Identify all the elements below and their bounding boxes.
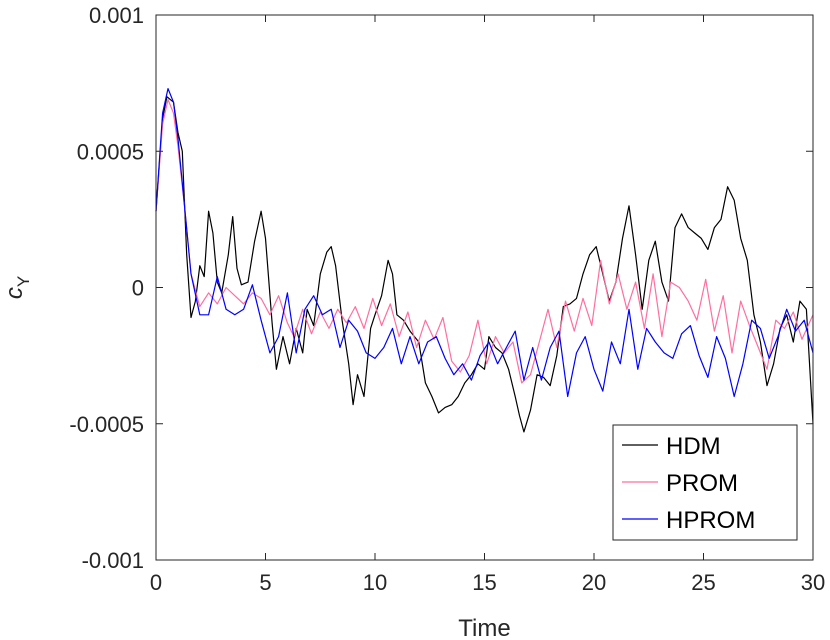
x-tick-label: 10 <box>363 570 387 595</box>
x-axis-title: Time <box>458 615 510 640</box>
tick-labels-layer: 0 5 10 15 20 25 30 0.001 0.0005 0 -0.0005 -0.001 <box>69 3 825 595</box>
y-axis-title: cY <box>1 276 33 299</box>
x-tick-label: 20 <box>582 570 606 595</box>
legend-label: PROM <box>666 470 738 497</box>
y-axis-title-subscript: Y <box>14 276 33 287</box>
y-axis-title-main: c <box>1 287 28 299</box>
legend-label: HPROM <box>666 507 755 534</box>
x-tick-label: 25 <box>691 570 715 595</box>
ticks-layer <box>155 14 814 561</box>
series-line-hdm <box>155 96 814 433</box>
y-tick-label: -0.001 <box>82 548 144 573</box>
x-tick-label: 30 <box>801 570 825 595</box>
series-layer <box>155 88 814 433</box>
series-line-prom <box>155 98 814 384</box>
x-tick-label: 5 <box>259 570 271 595</box>
series-line-hprom <box>155 88 814 398</box>
legend-label: HDM <box>666 433 721 460</box>
legend: HDM PROM HPROM <box>612 424 798 541</box>
y-tick-label: 0.0005 <box>77 139 144 164</box>
x-tick-label: 15 <box>472 570 496 595</box>
y-tick-label: 0.001 <box>89 3 144 28</box>
x-tick-label: 0 <box>150 570 162 595</box>
y-tick-label: -0.0005 <box>69 412 144 437</box>
y-tick-label: 0 <box>132 276 144 301</box>
